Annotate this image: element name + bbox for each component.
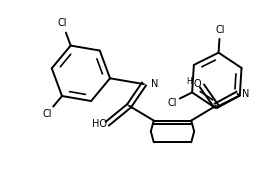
Text: H: H <box>186 77 192 86</box>
Text: Cl: Cl <box>42 109 52 119</box>
Text: O: O <box>193 79 201 89</box>
Text: N: N <box>151 79 158 89</box>
Text: Cl: Cl <box>167 97 177 107</box>
Text: Cl: Cl <box>215 25 225 35</box>
Text: N: N <box>242 89 250 99</box>
Text: HO: HO <box>92 119 107 129</box>
Text: Cl: Cl <box>58 18 67 28</box>
